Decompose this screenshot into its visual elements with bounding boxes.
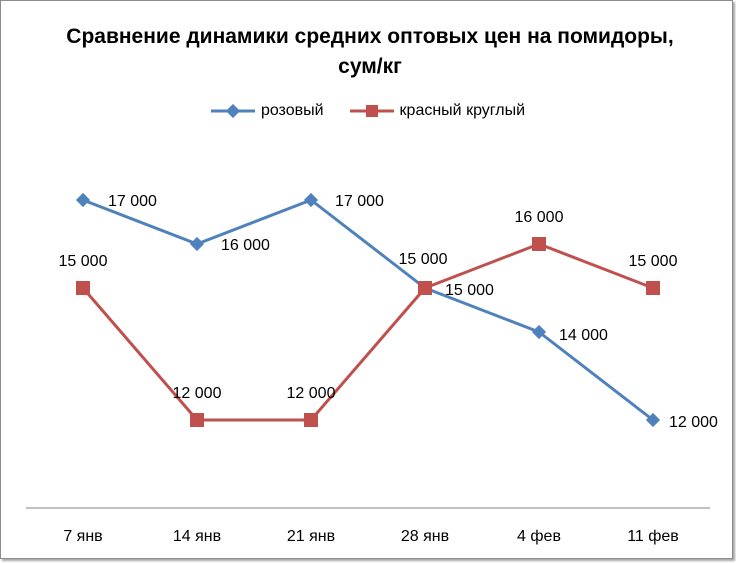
series-1-point (646, 281, 660, 295)
series-1-data-label: 12 000 (287, 385, 336, 402)
series-0-data-label: 15 000 (399, 251, 448, 268)
x-tick-label: 11 фев (627, 528, 679, 545)
series-0-data-label: 14 000 (559, 327, 608, 344)
series-0-point (645, 412, 661, 428)
legend-label-series-0: розовый (260, 102, 324, 119)
series-line-0 (82, 198, 654, 422)
legend-label-series-1: красный круглый (399, 102, 526, 119)
chart-title: Сравнение динамики средних оптовых цен н… (66, 25, 674, 78)
legend-item-series-0: розовый (210, 102, 324, 120)
series-1-data-label: 15 000 (445, 282, 494, 299)
x-tick-label: 14 янв (173, 528, 221, 545)
x-tick-label: 28 янв (401, 528, 449, 545)
series-1-point (532, 237, 546, 251)
series-0-data-label: 17 000 (335, 193, 384, 210)
series-1-point (76, 281, 90, 295)
series-1-point (190, 413, 204, 427)
series-1-data-label: 16 000 (515, 209, 564, 226)
series-0-data-label: 17 000 (108, 193, 157, 210)
legend-swatch-series-1 (349, 105, 394, 117)
series-0-point (75, 192, 91, 208)
legend-item-series-1: красный круглый (349, 102, 526, 120)
series-1-point (418, 281, 432, 295)
x-tick-label: 21 янв (287, 528, 335, 545)
series-0-point (189, 236, 205, 252)
legend-swatch-series-0 (210, 104, 255, 118)
series-1-data-label: 15 000 (59, 253, 108, 270)
series-line-1 (81, 242, 654, 422)
series-1-data-label: 15 000 (629, 253, 678, 270)
series-0-data-label: 12 000 (669, 414, 718, 431)
x-tick-label: 7 янв (63, 528, 102, 545)
series-0-data-label: 16 000 (221, 237, 270, 254)
series-1-point (304, 413, 318, 427)
series-0-point (303, 192, 319, 208)
series-0-point (531, 324, 547, 340)
series-1-data-label: 12 000 (173, 385, 222, 402)
x-tick-label: 4 фев (517, 528, 561, 545)
chart-legend: розовый красный круглый (0, 102, 736, 120)
